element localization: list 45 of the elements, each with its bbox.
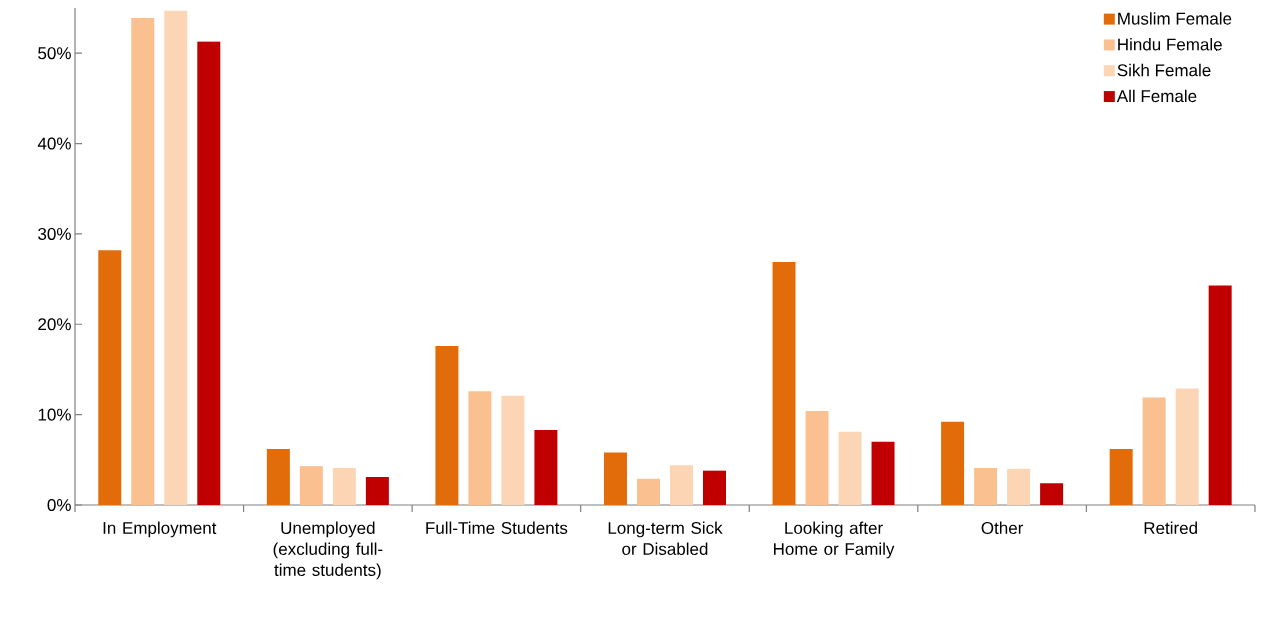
y-tick-label: 10% [38, 408, 71, 421]
bar [1040, 483, 1064, 505]
bar [974, 467, 998, 505]
x-tick-label: Full-Time Students [426, 521, 568, 535]
bar [941, 421, 965, 505]
x-tick-label: Looking after Home or Family [774, 521, 895, 559]
x-tick-label: Long-term Sick or Disabled [608, 521, 723, 556]
legend-label: Hindu Female [1118, 38, 1222, 51]
bar [435, 345, 459, 505]
bar [772, 261, 796, 505]
legend-label: Sikh Female [1117, 63, 1211, 77]
bar [702, 470, 726, 505]
bar [332, 467, 356, 505]
y-tick-label: 0% [47, 498, 71, 512]
x-tick-label: Unemployed (excluding full-time students) [273, 521, 383, 580]
x-tick-label: In Employment [103, 521, 217, 538]
bar [805, 411, 829, 505]
legend-label: Muslim Female [1118, 12, 1232, 25]
bar [534, 429, 558, 505]
bar [1208, 285, 1232, 505]
bar [197, 41, 221, 505]
bar [1007, 468, 1031, 505]
bar [1175, 388, 1199, 505]
bar [266, 448, 290, 505]
bar [871, 441, 895, 505]
bar [299, 466, 323, 505]
bar [1109, 448, 1133, 505]
bar [669, 465, 693, 505]
x-tick-label: Other [981, 521, 1024, 535]
bar [838, 431, 862, 505]
bar [603, 452, 627, 505]
y-tick-label: 40% [37, 137, 71, 150]
bar [365, 476, 389, 505]
bar [636, 478, 660, 505]
bar [1142, 397, 1166, 505]
x-tick-label: Retired [1144, 521, 1197, 535]
y-tick-label: 50% [38, 47, 71, 60]
bar [98, 250, 122, 505]
y-tick-label: 20% [38, 318, 71, 331]
bar [501, 395, 525, 505]
bar [131, 17, 155, 505]
bar [468, 391, 492, 505]
bar [164, 10, 188, 505]
legend-label: All Female [1116, 89, 1197, 103]
y-tick-label: 30% [38, 227, 71, 240]
